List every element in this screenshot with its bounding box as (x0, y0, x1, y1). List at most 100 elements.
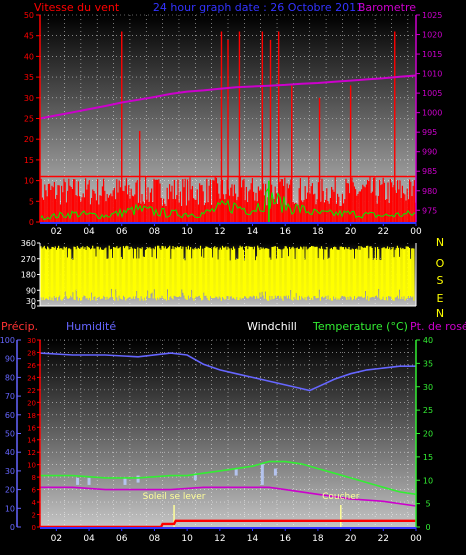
y-tick-label-precip: 14 (27, 437, 36, 445)
y-tick-label-right: 1015 (422, 50, 442, 59)
windchill-bar (234, 468, 238, 476)
x-tick-label: 22 (378, 227, 389, 237)
windchill-bar (260, 463, 264, 485)
y-tick-label-precip: 8 (32, 474, 36, 482)
y-tick-label-right: 995 (422, 128, 437, 137)
windchill-bar (193, 473, 197, 481)
x-tick-label: 06 (116, 534, 128, 544)
sunrise-label: Soleil se lever (143, 492, 206, 502)
x-tick-label: 22 (378, 534, 389, 544)
label-windchill: Windchill (247, 320, 297, 333)
y-tick-label-right: 1005 (422, 89, 442, 98)
x-tick-label: 04 (83, 534, 95, 544)
y-tick-label-humidity: 20 (5, 486, 15, 495)
label-dewpoint: Pt. de rosée (410, 320, 466, 333)
y-tick-label-temperature: 0 (425, 523, 430, 532)
y-tick-label: 180 (21, 271, 36, 280)
barometer-series (39, 74, 417, 120)
y-tick-label-left: 50 (24, 11, 34, 20)
y-tick-label-left: 20 (24, 135, 34, 144)
y-tick-label-precip: 10 (27, 462, 36, 470)
y-tick-label-temperature: 35 (423, 359, 433, 368)
top-axes: 0510152025303540455097598098599099510001… (24, 11, 443, 237)
y-tick-label-precip: 20 (27, 399, 36, 407)
dewpoint-line (40, 486, 417, 507)
x-tick-label: 02 (51, 534, 62, 544)
y-tick-label-precip: 16 (27, 424, 36, 432)
wind-barometer-panel: 0510152025303540455097598098599099510001… (24, 1, 443, 237)
windchill-bar (273, 468, 277, 476)
y-tick-label-left: 15 (24, 156, 34, 165)
y-tick-label-precip: 4 (32, 499, 37, 507)
gust-line (39, 187, 417, 221)
y-tick-label-right: 975 (422, 206, 437, 215)
title-wind-speed: Vitesse du vent (34, 1, 120, 14)
y-tick-label-precip: 30 (27, 337, 36, 345)
x-tick-label: 10 (181, 534, 193, 544)
y-tick-label-humidity: 60 (5, 411, 15, 420)
y-tick-label-precip: 26 (27, 362, 36, 370)
x-tick-label: 16 (279, 227, 291, 237)
x-tick-label: 10 (181, 227, 193, 237)
temperature-line (40, 460, 417, 496)
direction-letter: N (436, 307, 444, 320)
direction-letter: N (436, 236, 444, 249)
y-tick-label-right: 985 (422, 167, 437, 176)
x-tick-label: 00 (410, 534, 422, 544)
x-tick-label: 04 (83, 227, 95, 237)
y-tick-label-left: 10 (24, 177, 34, 186)
y-tick-label-precip: 0 (32, 524, 36, 532)
bottom-grid (40, 339, 416, 527)
y-tick-label-humidity: 0 (10, 523, 15, 532)
windchill-bar (76, 477, 80, 485)
bottom-series (39, 352, 417, 529)
y-tick-label-temperature: 30 (423, 383, 433, 392)
y-tick-label: 0 (31, 302, 36, 311)
y-tick-label-left: 40 (24, 52, 34, 61)
y-tick-label-humidity: 50 (5, 430, 15, 439)
x-tick-label: 14 (247, 534, 259, 544)
x-tick-label: 02 (51, 227, 62, 237)
y-tick-label-left: 25 (24, 115, 34, 124)
x-tick-label: 20 (345, 227, 357, 237)
windchill-bar (136, 475, 140, 483)
windchill-bar (123, 477, 127, 485)
y-tick-label-left: 5 (29, 197, 34, 206)
y-tick-label-humidity: 100 (0, 336, 15, 345)
x-tick-label: 18 (312, 227, 324, 237)
humidity-line (39, 352, 416, 392)
y-tick-label-temperature: 5 (425, 500, 430, 509)
gust-series (39, 180, 417, 222)
y-tick-label: 90 (26, 286, 36, 295)
y-tick-label-right: 1000 (422, 109, 442, 118)
y-tick-label: 270 (21, 255, 36, 264)
y-tick-label-humidity: 10 (5, 504, 15, 513)
direction-letter: O (436, 257, 445, 270)
x-tick-label: 12 (214, 534, 225, 544)
y-tick-label-precip: 2 (32, 512, 36, 520)
y-tick-label-temperature: 10 (423, 476, 433, 485)
x-tick-label: 00 (410, 227, 422, 237)
mid-axes: 030 90 180 270 360 (21, 239, 417, 311)
y-tick-label-precip: 24 (27, 374, 36, 382)
y-tick-label-humidity: 80 (5, 373, 15, 382)
y-tick-label-right: 1025 (422, 11, 442, 20)
y-tick-label-right: 990 (422, 148, 437, 157)
y-tick-label-left: 45 (24, 32, 34, 41)
label-precip: Précip. (1, 320, 38, 333)
temperature-humidity-panel: 0102030405060708090100024681012141618202… (0, 320, 466, 544)
y-tick-label-right: 1010 (422, 70, 442, 79)
x-tick-label: 14 (247, 227, 259, 237)
chart-title: 24 hour graph date : 26 Octobre 2011 (153, 1, 363, 14)
y-tick-label-humidity: 70 (5, 392, 15, 401)
y-tick-label-right: 1020 (422, 31, 442, 40)
label-temperature: Temperature (°C) (312, 320, 408, 333)
y-tick-label-precip: 6 (32, 487, 37, 495)
y-tick-label-humidity: 30 (5, 467, 15, 476)
x-tick-label: 16 (279, 534, 291, 544)
x-tick-label: 08 (149, 227, 161, 237)
y-tick-label-right: 980 (422, 187, 437, 196)
y-tick-label-left: 35 (24, 73, 34, 82)
